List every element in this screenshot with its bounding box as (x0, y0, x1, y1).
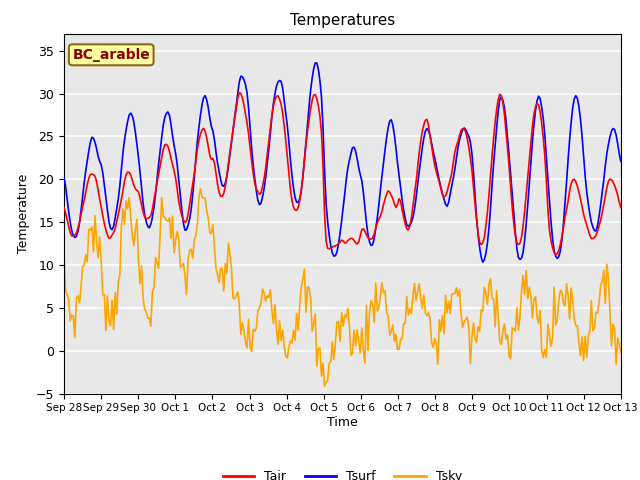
Text: BC_arable: BC_arable (72, 48, 150, 62)
Legend: Tair, Tsurf, Tsky: Tair, Tsurf, Tsky (218, 465, 467, 480)
Y-axis label: Temperature: Temperature (17, 174, 30, 253)
X-axis label: Time: Time (327, 416, 358, 429)
Title: Temperatures: Temperatures (290, 13, 395, 28)
